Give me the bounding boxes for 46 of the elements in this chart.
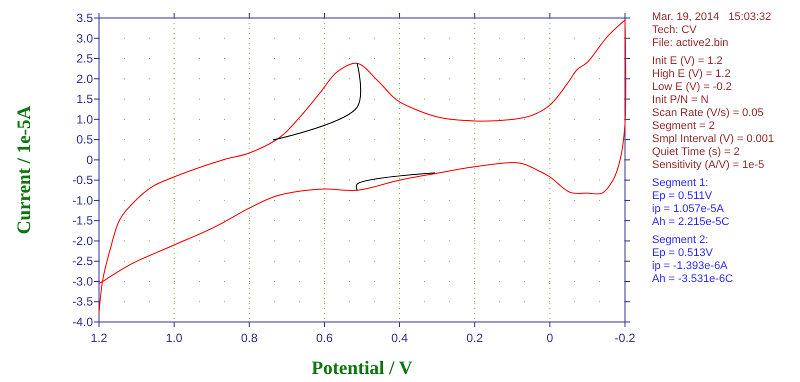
y-tick-label: 3.5 bbox=[76, 11, 94, 25]
y-tick-label: -1.5 bbox=[72, 214, 94, 228]
text: Mar. 19, 2014 15:03:32 bbox=[652, 11, 772, 23]
y-tick-label: -0.5 bbox=[72, 173, 94, 188]
y-tick-label: 2.0 bbox=[76, 72, 94, 86]
text: Ep = 0.513V bbox=[652, 247, 714, 259]
text: Tech: CV bbox=[652, 24, 698, 36]
text: Segment 2: bbox=[652, 234, 708, 246]
y-axis-title: Current / 1e-5A bbox=[14, 106, 35, 234]
text: Sensitivity (A/V) = 1e-5 bbox=[652, 159, 764, 171]
x-tick-label: 0.2 bbox=[466, 331, 484, 345]
text: Ah = -3.531e-6C bbox=[652, 273, 734, 285]
text: Ep = 0.511V bbox=[652, 190, 713, 202]
y-tick-label: 0 bbox=[86, 152, 94, 167]
x-tick-label: 1.2 bbox=[90, 331, 108, 345]
y-tick-label: -3.5 bbox=[72, 294, 94, 309]
y-tick-label: 3.0 bbox=[76, 31, 94, 46]
text: Quiet Time (s) = 2 bbox=[652, 146, 740, 158]
text: Ah = 2.215e-5C bbox=[652, 216, 730, 228]
text: Low E (V) = -0.2 bbox=[652, 81, 732, 93]
x-tick-label: 0 bbox=[546, 331, 554, 345]
x-tick-label: 0.6 bbox=[316, 331, 334, 345]
text: ip = 1.057e-5A bbox=[652, 203, 725, 215]
y-tick-label: -2.0 bbox=[72, 234, 94, 248]
text: Scan Rate (V/s) = 0.05 bbox=[652, 107, 764, 119]
y-tick-label: 2.5 bbox=[76, 52, 94, 66]
x-tick-label: -0.2 bbox=[614, 331, 636, 345]
x-axis-title: Potential / V bbox=[312, 358, 413, 379]
text: File: active2.bin bbox=[652, 37, 728, 49]
y-tick-label: 1.5 bbox=[76, 92, 94, 106]
x-tick-label: 0.4 bbox=[391, 331, 408, 345]
x-tick-label: 1.0 bbox=[166, 331, 183, 345]
y-tick-label: -2.5 bbox=[72, 254, 94, 268]
y-tick-label: -3.0 bbox=[72, 274, 94, 288]
text: ip = -1.393e-6A bbox=[652, 260, 728, 272]
y-tick-label: 0.5 bbox=[76, 132, 94, 147]
text: Segment = 2 bbox=[652, 120, 715, 132]
y-tick-label: 1.0 bbox=[76, 112, 94, 126]
x-tick-label: 0.8 bbox=[240, 331, 258, 345]
text: Init P/N = N bbox=[652, 94, 709, 106]
y-tick-label: -1.0 bbox=[72, 193, 94, 208]
text: High E (V) = 1.2 bbox=[652, 68, 731, 80]
y-tick-label: -4.0 bbox=[72, 315, 94, 329]
text: Segment 1: bbox=[652, 177, 708, 189]
text: Smpl Interval (V) = 0.001 bbox=[652, 133, 774, 145]
text: Init E (V) = 1.2 bbox=[652, 55, 723, 67]
